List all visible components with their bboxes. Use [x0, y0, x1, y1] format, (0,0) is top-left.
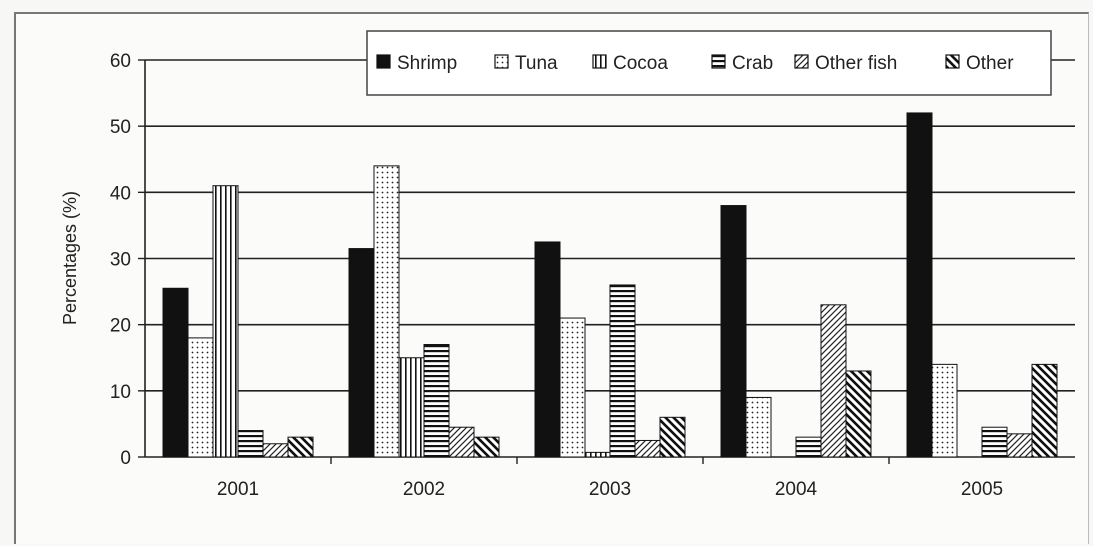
bar-crab-2005	[981, 426, 1008, 458]
bar-tuna-2004	[745, 396, 772, 458]
bar-cocoa-2003	[584, 451, 611, 458]
legend-label: Other	[966, 53, 1014, 74]
legend-swatch	[376, 54, 391, 69]
y-axis-label: Percentages (%)	[60, 191, 80, 325]
legend-label: Other fish	[815, 53, 897, 74]
bar-other-2002	[473, 436, 500, 458]
bar-other-2001	[287, 436, 314, 458]
bar-tuna-2003	[559, 317, 586, 458]
bar-shrimp-2005	[906, 112, 933, 458]
x-tick-label: 2004	[775, 479, 818, 500]
legend-box	[366, 30, 1052, 96]
x-tick-label: 2002	[403, 479, 445, 500]
bar-other-fish-2005	[1006, 433, 1033, 458]
bar-shrimp-2003	[534, 241, 561, 458]
y-tick-label: 10	[110, 382, 131, 403]
y-tick-label: 40	[110, 183, 131, 204]
y-tick-label: 30	[110, 250, 131, 271]
legend: Shrimp Tuna Cocoa Crab Other fish Other	[366, 30, 1052, 96]
y-tick-label: 60	[110, 51, 131, 72]
x-tick-label: 2003	[589, 479, 631, 500]
legend-label: Shrimp	[397, 53, 457, 74]
x-tick-label: 2001	[217, 479, 259, 500]
bar-other-2005	[1031, 363, 1058, 458]
legend-label: Cocoa	[613, 53, 668, 74]
bar-shrimp-2002	[348, 248, 375, 458]
bars	[162, 112, 1058, 458]
legend-swatch	[494, 54, 509, 69]
bar-crab-2001	[237, 430, 264, 458]
x-tick-label: 2005	[961, 479, 1003, 500]
bar-other-2003	[659, 416, 686, 458]
bar-crab-2002	[423, 344, 450, 458]
tick-labels: 0 10 20 30 40 50 60 2001 2002 2003 2004 2005	[110, 51, 1003, 500]
bar-tuna-2001	[187, 337, 214, 458]
y-tick-label: 50	[110, 117, 131, 138]
bar-tuna-2002	[373, 165, 400, 458]
bar-cocoa-2002	[398, 357, 425, 458]
y-tick-label: 20	[110, 316, 131, 337]
y-tick-label: 0	[120, 448, 131, 469]
legend-swatch	[794, 54, 809, 69]
legend-swatch	[711, 54, 726, 69]
bar-cocoa-2001	[212, 185, 239, 458]
bar-other-fish-2004	[820, 304, 847, 458]
bar-other-2004	[845, 370, 872, 458]
bar-crab-2004	[795, 436, 822, 458]
legend-swatch	[592, 54, 607, 69]
legend-label: Crab	[732, 53, 773, 74]
bar-shrimp-2001	[162, 287, 189, 458]
bar-other-fish-2001	[262, 443, 289, 458]
legend-label: Tuna	[515, 53, 558, 74]
bar-other-fish-2002	[448, 426, 475, 458]
legend-swatch	[945, 54, 960, 69]
bar-crab-2003	[609, 284, 636, 458]
bar-tuna-2005	[931, 363, 958, 458]
bar-shrimp-2004	[720, 205, 747, 458]
bar-other-fish-2003	[634, 439, 661, 458]
